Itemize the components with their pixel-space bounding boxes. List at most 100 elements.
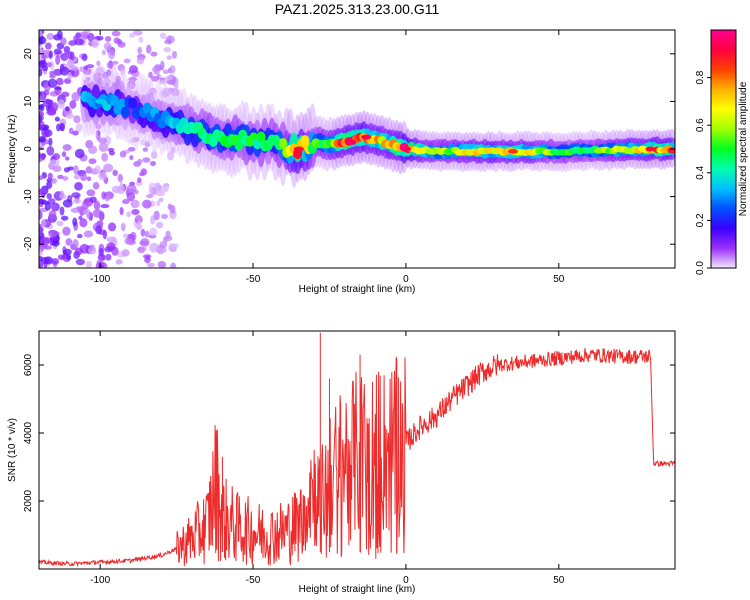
spectrogram-noise-blob (97, 253, 106, 261)
spectrogram-noise-blob (72, 217, 78, 227)
spectrogram-noise-blob (169, 65, 176, 74)
spectrogram-noise-blob (146, 194, 154, 199)
spectrogram-noise-blob (112, 169, 118, 177)
spectrogram-ridge-cell (142, 102, 152, 114)
spectrogram-noise-blob (60, 53, 69, 62)
spectrogram-noise-blob (75, 258, 86, 266)
spectrogram-noise-blob (171, 50, 177, 59)
spectrogram-noise-blob (149, 242, 159, 253)
spectrogram-noise-blob (162, 69, 169, 75)
spectrogram-noise-blob (144, 141, 151, 148)
spectrogram-noise-blob (66, 59, 75, 68)
spectrogram-noise-blob (57, 99, 65, 109)
spectrogram-noise-blob (62, 176, 69, 181)
spectrogram-peak (400, 146, 411, 152)
spectrogram-noise-blob (47, 78, 58, 88)
spectrogram-noise-blob (166, 79, 176, 85)
spectrogram-noise-blob (49, 70, 54, 76)
spectrogram-noise-blob (72, 130, 79, 136)
spectrogram-noise-blob (167, 203, 173, 210)
spectrogram-noise-blob (105, 253, 112, 261)
spectrogram-noise-blob (137, 246, 146, 254)
spectrogram-noise-blob (46, 193, 52, 200)
spectrogram-noise-blob (145, 44, 152, 54)
spectrogram-noise-blob (148, 227, 158, 237)
spectrogram-x-tick-label: 0 (403, 274, 409, 285)
spectrogram-noise-blob (59, 190, 65, 199)
spectrogram-peak (645, 146, 656, 152)
spectrogram-noise-blob (62, 144, 72, 151)
spectrogram-noise-blob (103, 135, 112, 146)
colorbar-tick-label: 0.6 (695, 118, 706, 132)
snr-x-axis-label: Height of straight line (km) (299, 584, 416, 595)
spectrogram-noise-blob (62, 199, 73, 208)
spectrogram-noise-blob (39, 114, 43, 124)
spectrogram-noise-blob (39, 256, 50, 265)
spectrogram-noise-blob (79, 31, 90, 37)
spectrogram-noise-blob (101, 152, 109, 162)
spectrogram-noise-blob (59, 122, 65, 132)
spectrogram-noise-blob (142, 157, 151, 163)
colorbar-label: Normalized spectral amplitude (738, 81, 749, 216)
spectrogram-noise-blob (139, 172, 145, 177)
spectrogram-noise-blob (83, 230, 94, 238)
spectrogram-noise-blob (65, 113, 75, 119)
spectrogram-noise-blob (80, 172, 88, 182)
spectrogram-y-tick-label: -20 (23, 237, 34, 252)
spectrogram-noise-blob (61, 151, 67, 158)
spectrogram-noise-blob (148, 186, 153, 196)
spectrogram-noise-blob (106, 61, 114, 69)
spectrogram-noise-blob (162, 247, 167, 253)
spectrogram-noise-blob (39, 209, 43, 220)
snr-x-tick-label: 50 (553, 575, 565, 586)
spectrogram-noise-blob (168, 243, 176, 252)
spectrogram-noise-blob (98, 264, 104, 268)
spectrogram-noise-blob (40, 219, 47, 227)
spectrogram-peak (293, 146, 304, 152)
spectrogram-noise-blob (165, 230, 171, 238)
spectrogram-noise-blob (63, 46, 71, 53)
spectrogram-noise-blob (164, 184, 169, 193)
spectrogram-y-tick-label: 10 (23, 95, 34, 107)
spectrogram-noise-blob (111, 185, 121, 194)
spectrogram-noise-blob (159, 32, 167, 39)
spectrogram-noise-blob (89, 196, 97, 203)
spectrogram-noise-blob (100, 204, 110, 209)
spectrogram-noise-blob (139, 238, 150, 247)
spectrogram-noise-blob (52, 153, 61, 161)
spectrogram-noise-blob (170, 262, 177, 268)
spectrogram-noise-blob (157, 260, 167, 268)
spectrogram-noise-blob (74, 148, 85, 159)
spectrogram-noise-blob (85, 76, 91, 82)
spectrogram-noise-blob (107, 49, 116, 60)
spectrogram-y-tick-label: 0 (23, 146, 34, 152)
snr-x-ticks: -100 -50 0 50 (90, 331, 565, 586)
spectrogram-noise-blob (128, 76, 138, 82)
spectrogram-noise-blob (88, 246, 97, 255)
spectrogram-noise-blob (39, 188, 47, 196)
spectrogram-noise-blob (162, 236, 168, 244)
spectrogram-y-tick-label: 20 (23, 48, 34, 60)
spectrogram-noise-blob (79, 243, 90, 254)
spectrogram-noise-blob (48, 210, 57, 220)
spectrogram-noise-blob (86, 176, 92, 182)
spectrogram-noise-blob (117, 173, 123, 183)
spectrogram-noise-blob (148, 71, 153, 79)
spectrogram-noise-blob (115, 259, 123, 265)
spectrogram-noise-blob (65, 238, 73, 246)
spectrogram-noise-blob (39, 30, 43, 38)
spectrogram-x-tick-label: -100 (90, 274, 110, 285)
spectrogram-y-ticks: -20 -10 0 10 20 (23, 48, 675, 252)
spectrogram-noise-blob (139, 139, 147, 146)
spectrogram-noise-blob (145, 255, 151, 261)
spectrogram-noise-blob (39, 91, 47, 101)
spectrogram-noise-blob (93, 200, 101, 210)
spectrogram-noise-blob (55, 77, 64, 86)
snr-y-tick-label: 2000 (23, 489, 34, 512)
spectrogram-noise-blob (136, 158, 143, 165)
spectrogram-noise-blob (43, 245, 53, 250)
spectrogram-y-axis-label: Frequency (Hz) (7, 115, 18, 184)
spectrogram-noise-blob (46, 180, 53, 190)
spectrogram-noise-blob (53, 48, 62, 55)
spectrogram-noise-blob (167, 151, 175, 161)
